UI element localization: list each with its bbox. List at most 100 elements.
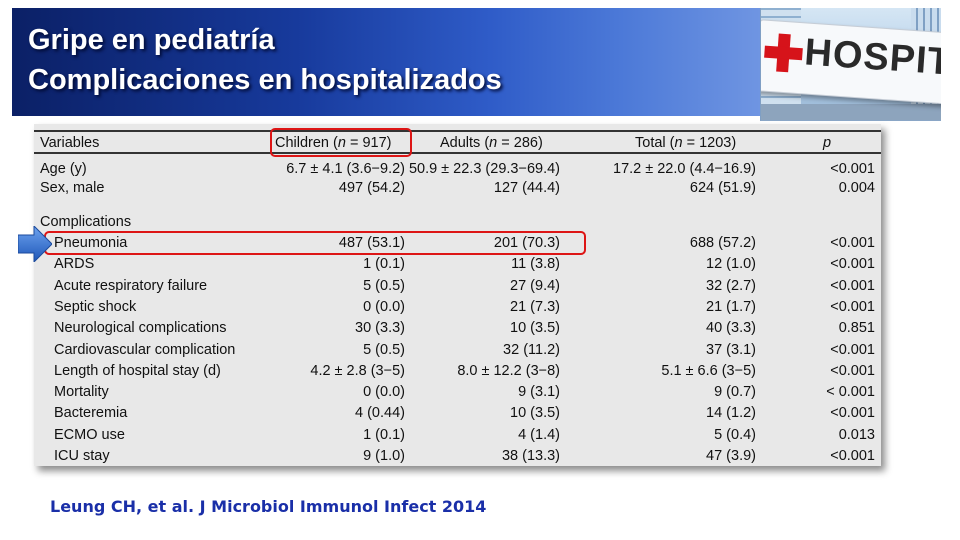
header-adults: Adults (n = 286) bbox=[440, 133, 543, 153]
row-total: 37 (3.1) bbox=[706, 341, 756, 358]
table-header: Variables Children (n = 917) Adults (n =… bbox=[34, 130, 881, 154]
row-label: Mortality bbox=[54, 384, 109, 401]
slide-title: Gripe en pediatría Complicaciones en hos… bbox=[28, 20, 502, 100]
row-adults: 9 (3.1) bbox=[518, 384, 560, 401]
table-row: ICU stay 9 (1.0) 38 (13.3) 47 (3.9) <0.001 bbox=[34, 446, 881, 467]
header-adults-suffix: = 286) bbox=[497, 135, 543, 151]
row-total: 14 (1.2) bbox=[706, 405, 756, 422]
row-label: ECMO use bbox=[54, 426, 125, 443]
row-adults: 4 (1.4) bbox=[518, 426, 560, 443]
row-total: 40 (3.3) bbox=[706, 320, 756, 337]
row-adults: 10 (3.5) bbox=[510, 405, 560, 422]
title-banner: Gripe en pediatría Complicaciones en hos… bbox=[12, 8, 760, 116]
row-p: 0.004 bbox=[838, 180, 875, 196]
header-total-suffix: = 1203) bbox=[682, 135, 737, 151]
row-children: 1 (0.1) bbox=[363, 256, 405, 273]
row-adults: 127 (44.4) bbox=[493, 180, 560, 196]
row-label: ICU stay bbox=[54, 448, 110, 464]
row-children: 1 (0.1) bbox=[363, 426, 405, 443]
row-total: 9 (0.7) bbox=[714, 384, 756, 401]
title-line-1: Gripe en pediatría bbox=[28, 24, 275, 56]
table-row: ECMO use 1 (0.1) 4 (1.4) 5 (0.4) 0.013 bbox=[34, 425, 881, 446]
row-total: 47 (3.9) bbox=[706, 448, 756, 464]
header-total-n: n bbox=[674, 135, 683, 151]
hospital-sign-text: HOSPITA bbox=[803, 31, 941, 86]
table-row: Septic shock 0 (0.0) 21 (7.3) 21 (1.7) <0.00… bbox=[34, 297, 881, 318]
row-label: Pneumonia bbox=[54, 235, 128, 251]
row-p: <0.001 bbox=[830, 235, 875, 251]
row-adults: 32 (11.2) bbox=[503, 341, 560, 358]
row-p: <0.001 bbox=[830, 448, 875, 464]
complications-table: Variables Children (n = 917) Adults (n =… bbox=[34, 124, 881, 466]
row-total: 688 (57.2) bbox=[689, 235, 756, 251]
row-total: 5.1 ± 6.6 (3−5) bbox=[661, 362, 756, 379]
table-row: ARDS 1 (0.1) 11 (3.8) 12 (1.0) <0.001 bbox=[34, 254, 881, 275]
row-p: <0.001 bbox=[830, 298, 875, 315]
row-adults: 50.9 ± 22.3 (29.3−69.4) bbox=[408, 161, 560, 177]
row-label: Acute respiratory failure bbox=[54, 277, 208, 294]
table-row-age: Age (y) 6.7 ± 4.1 (3.6−9.2) 50.9 ± 22.3 … bbox=[34, 159, 881, 180]
header-children-n: n bbox=[337, 135, 346, 151]
row-children: 9 (1.0) bbox=[363, 448, 405, 464]
row-adults: 38 (13.3) bbox=[501, 448, 560, 464]
row-total: 624 (51.9) bbox=[689, 180, 756, 196]
building-base bbox=[761, 104, 941, 120]
row-children: 497 (54.2) bbox=[338, 180, 405, 196]
table-row: Pneumonia 487 (53.1) 201 (70.3) 688 (57.2) <… bbox=[34, 233, 881, 254]
row-label: Septic shock bbox=[54, 298, 137, 315]
row-adults: 10 (3.5) bbox=[510, 320, 560, 337]
row-children: 5 (0.5) bbox=[363, 277, 405, 294]
row-children: 0 (0.0) bbox=[363, 298, 405, 315]
table-row: Bacteremia 4 (0.44) 10 (3.5) 14 (1.2) <0.001 bbox=[34, 403, 881, 424]
row-children: 30 (3.3) bbox=[355, 320, 405, 337]
row-p: <0.001 bbox=[830, 161, 875, 177]
table-row: Acute respiratory failure 5 (0.5) 27 (9.4)… bbox=[34, 276, 881, 297]
row-label: Bacteremia bbox=[54, 405, 128, 422]
header-p: p bbox=[823, 135, 832, 151]
title-line-2: Complicaciones en hospitalizados bbox=[28, 64, 502, 96]
section-complications: Complications bbox=[34, 212, 881, 233]
table-row-sex: Sex, male 497 (54.2) 127 (44.4) 624 (51.… bbox=[34, 178, 881, 199]
row-p: 0.013 bbox=[838, 426, 875, 443]
row-label: Age (y) bbox=[40, 161, 87, 177]
red-cross-icon bbox=[763, 33, 804, 74]
row-adults: 11 (3.8) bbox=[511, 256, 560, 273]
row-total: 17.2 ± 22.0 (4.4−16.9) bbox=[613, 161, 756, 177]
row-label: Sex, male bbox=[40, 180, 105, 196]
hospital-photo: HOSPITA bbox=[760, 8, 941, 121]
row-p: <0.001 bbox=[830, 341, 875, 358]
row-adults: 21 (7.3) bbox=[510, 298, 560, 315]
header-children-prefix: Children ( bbox=[275, 135, 338, 151]
header-total: Total (n = 1203) bbox=[635, 133, 736, 153]
row-total: 5 (0.4) bbox=[714, 426, 756, 443]
row-p: <0.001 bbox=[830, 362, 875, 379]
row-children: 0 (0.0) bbox=[363, 384, 405, 401]
header-adults-prefix: Adults ( bbox=[440, 135, 490, 151]
row-p: < 0.001 bbox=[826, 384, 875, 401]
row-label: Neurological complications bbox=[54, 320, 227, 337]
row-children: 4 (0.44) bbox=[355, 405, 405, 422]
header-children: Children (n = 917) bbox=[275, 133, 391, 153]
row-p: <0.001 bbox=[830, 256, 875, 273]
header-variables: Variables bbox=[40, 135, 100, 151]
table-row: Length of hospital stay (d) 4.2 ± 2.8 (3−… bbox=[34, 361, 881, 382]
row-label: ARDS bbox=[54, 256, 95, 273]
header-adults-n: n bbox=[489, 135, 498, 151]
table-row: Cardiovascular complication 5 (0.5) 32 (11… bbox=[34, 340, 881, 361]
table-row: Neurological complications 30 (3.3) 10 (3.… bbox=[34, 318, 881, 339]
row-total: 12 (1.0) bbox=[706, 256, 756, 273]
header-total-prefix: Total ( bbox=[635, 135, 675, 151]
row-children: 5 (0.5) bbox=[363, 341, 405, 358]
row-children: 6.7 ± 4.1 (3.6−9.2) bbox=[286, 161, 405, 177]
row-p: 0.851 bbox=[838, 320, 875, 337]
row-p: <0.001 bbox=[830, 277, 875, 294]
hospital-sign: HOSPITA bbox=[761, 19, 941, 105]
row-adults: 8.0 ± 12.2 (3−8) bbox=[457, 362, 560, 379]
row-total: 32 (2.7) bbox=[706, 277, 756, 294]
row-children: 487 (53.1) bbox=[338, 235, 405, 251]
row-label: Cardiovascular complication bbox=[54, 341, 236, 358]
row-adults: 201 (70.3) bbox=[493, 235, 560, 251]
row-total: 21 (1.7) bbox=[706, 298, 756, 315]
header-children-suffix: = 917) bbox=[345, 135, 392, 151]
children-highlight-box bbox=[270, 128, 412, 157]
